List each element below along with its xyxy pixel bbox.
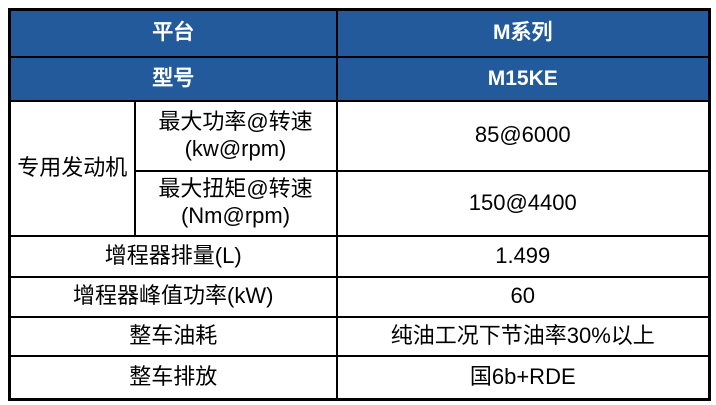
platform-value: M系列 <box>335 8 711 58</box>
platform-row: 平台 M系列 <box>8 8 711 58</box>
max-torque-label-line2: (Nm@rpm) <box>180 203 291 228</box>
engine-group-label: 专用发动机 <box>8 99 136 237</box>
fuel-consumption-label: 整车油耗 <box>8 315 338 357</box>
emission-label: 整车排放 <box>8 354 338 401</box>
displacement-row: 增程器排量(L) 1.499 <box>8 234 711 278</box>
max-power-label-line1: 最大功率@转速 <box>158 108 313 134</box>
model-label: 型号 <box>8 55 338 102</box>
peak-power-value: 60 <box>335 275 711 318</box>
peak-power-label: 增程器峰值功率(kW) <box>8 275 338 318</box>
max-torque-row: 最大扭矩@转速 (Nm@rpm) 150@4400 <box>10 169 711 237</box>
displacement-label: 增程器排量(L) <box>8 234 338 278</box>
max-power-label: 最大功率@转速 (kw@rpm) <box>133 99 338 172</box>
max-power-row: 专用发动机 最大功率@转速 (kw@rpm) 85@6000 <box>8 99 711 237</box>
max-torque-value: 150@4400 <box>335 169 711 237</box>
max-power-value: 85@6000 <box>335 99 711 172</box>
fuel-consumption-row: 整车油耗 纯油工况下节油率30%以上 <box>8 315 711 357</box>
model-row: 型号 M15KE <box>8 55 711 102</box>
engine-spec-table: 平台 M系列 型号 M15KE 专用发动机 最大功率@转速 (kw@rpm) 8… <box>8 8 711 401</box>
peak-power-row: 增程器峰值功率(kW) 60 <box>8 275 711 318</box>
max-torque-label-line1: 最大扭矩@转速 <box>158 176 313 202</box>
max-torque-label: 最大扭矩@转速 (Nm@rpm) <box>133 169 338 237</box>
model-value: M15KE <box>335 55 711 102</box>
displacement-value: 1.499 <box>335 234 711 278</box>
max-power-label-line2: (kw@rpm) <box>184 135 287 161</box>
emission-row: 整车排放 国6b+RDE <box>8 354 711 401</box>
fuel-consumption-value: 纯油工况下节油率30%以上 <box>335 315 711 357</box>
platform-label: 平台 <box>8 8 338 58</box>
emission-value: 国6b+RDE <box>335 354 711 401</box>
